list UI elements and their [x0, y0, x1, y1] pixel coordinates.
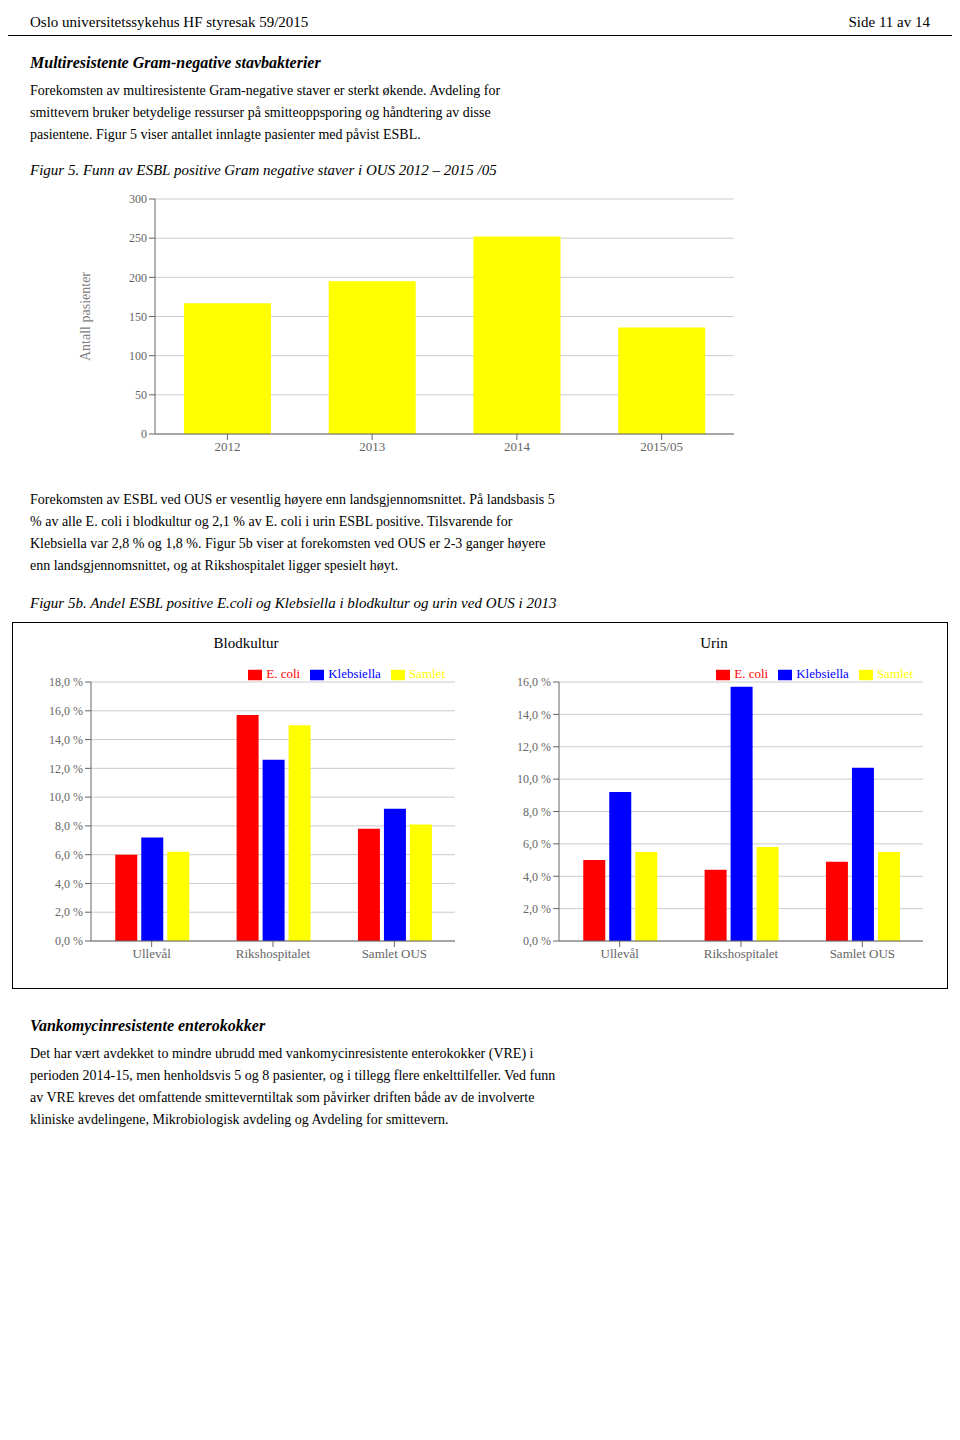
html-text:Side 11 av 14: Side 11 av 14 [848, 14, 930, 30]
svg-text:10,0 %: 10,0 % [49, 790, 83, 804]
svg-text:250: 250 [129, 231, 147, 245]
html-text:Klebsiella: Klebsiella [328, 666, 381, 681]
html-text:Klebsiella var 2,8 % og 1,8 %.: Klebsiella var 2,8 % og 1,8 %. Figur 5b … [30, 536, 546, 551]
svg-text:14,0 %: 14,0 % [517, 708, 551, 722]
html-text:Forekomsten av multiresistente: Forekomsten av multiresistente Gram-nega… [30, 83, 501, 98]
svg-text:4,0 %: 4,0 % [523, 870, 551, 884]
html-text:Samlet: Samlet [408, 666, 445, 681]
svg-text:Rikshospitalet: Rikshospitalet [704, 946, 779, 961]
svg-text:6,0 %: 6,0 % [55, 848, 83, 862]
svg-text:0,0 %: 0,0 % [523, 934, 551, 948]
svg-text:10,0 %: 10,0 % [517, 772, 551, 786]
svg-text:8,0 %: 8,0 % [55, 819, 83, 833]
svg-text:18,0 %: 18,0 % [49, 675, 83, 689]
svg-text:2014: 2014 [504, 439, 531, 454]
html-text:Samlet: Samlet [876, 666, 913, 681]
svg-text:Ullevål: Ullevål [133, 946, 172, 961]
svg-text:Rikshospitalet: Rikshospitalet [236, 946, 311, 961]
html-text:Multiresistente Gram-negative: Multiresistente Gram-negative stavbakter… [30, 54, 321, 71]
html-text:enn landsgjennomsnittet, og at: enn landsgjennomsnittet, og at Rikshospi… [30, 558, 399, 573]
svg-text:0: 0 [141, 427, 147, 441]
svg-text:2015/05: 2015/05 [640, 439, 683, 454]
html-text:kliniske avdelingene, Mikrobio: kliniske avdelingene, Mikrobiologisk avd… [30, 1112, 449, 1127]
svg-text:8,0 %: 8,0 % [523, 805, 551, 819]
svg-text:2,0 %: 2,0 % [55, 905, 83, 919]
svg-text:50: 50 [135, 388, 147, 402]
html-text:Urin: Urin [700, 635, 728, 651]
html-text:Det har vært avdekket to mindr: Det har vært avdekket to mindre ubrudd m… [30, 1046, 534, 1061]
svg-text:Antall pasienter: Antall pasienter [78, 272, 93, 361]
html-text:Oslo universitetssykehus HF st: Oslo universitetssykehus HF styresak 59/… [30, 14, 309, 30]
html-text:Figur 5b. Andel ESBL positive: Figur 5b. Andel ESBL positive E.coli og … [30, 595, 557, 611]
svg-text:12,0 %: 12,0 % [517, 740, 551, 754]
svg-text:300: 300 [129, 192, 147, 206]
html-text:smittevern bruker betydelige r: smittevern bruker betydelige ressurser p… [30, 105, 491, 120]
svg-text:14,0 %: 14,0 % [49, 733, 83, 747]
html-text:Forekomsten av ESBL ved OUS er: Forekomsten av ESBL ved OUS er vesentlig… [30, 492, 555, 507]
svg-text:0,0 %: 0,0 % [55, 934, 83, 948]
svg-text:2,0 %: 2,0 % [523, 902, 551, 916]
html-text:Klebsiella: Klebsiella [796, 666, 849, 681]
html-text:perioden 2014-15, men henholds: perioden 2014-15, men henholdsvis 5 og 8… [30, 1068, 556, 1083]
svg-text:Samlet OUS: Samlet OUS [830, 946, 895, 961]
svg-text:100: 100 [129, 349, 147, 363]
svg-text:6,0 %: 6,0 % [523, 837, 551, 851]
html-text:E. coli: E. coli [734, 666, 769, 681]
svg-text:4,0 %: 4,0 % [55, 877, 83, 891]
svg-text:Samlet OUS: Samlet OUS [362, 946, 427, 961]
svg-text:12,0 %: 12,0 % [49, 762, 83, 776]
html-text:Blodkultur: Blodkultur [213, 635, 279, 651]
svg-text:2013: 2013 [359, 439, 385, 454]
html-text:% av alle E. coli i blodkultur: % av alle E. coli i blodkultur og 2,1 % … [30, 514, 513, 529]
html-text:av VRE kreves det omfattende s: av VRE kreves det omfattende smittevernt… [30, 1090, 535, 1105]
svg-text:Ullevål: Ullevål [601, 946, 640, 961]
html-text:Figur 5. Funn av ESBL positive: Figur 5. Funn av ESBL positive Gram nega… [30, 162, 497, 178]
html-text:E. coli: E. coli [266, 666, 301, 681]
svg-text:2012: 2012 [214, 439, 240, 454]
svg-text:200: 200 [129, 271, 147, 285]
svg-text:16,0 %: 16,0 % [517, 675, 551, 689]
svg-text:150: 150 [129, 310, 147, 324]
html-text:pasientene. Figur 5 viser anta: pasientene. Figur 5 viser antallet innla… [30, 127, 421, 142]
svg-text:16,0 %: 16,0 % [49, 704, 83, 718]
html-text:Vankomycinresistente enterokok: Vankomycinresistente enterokokker [30, 1017, 266, 1034]
